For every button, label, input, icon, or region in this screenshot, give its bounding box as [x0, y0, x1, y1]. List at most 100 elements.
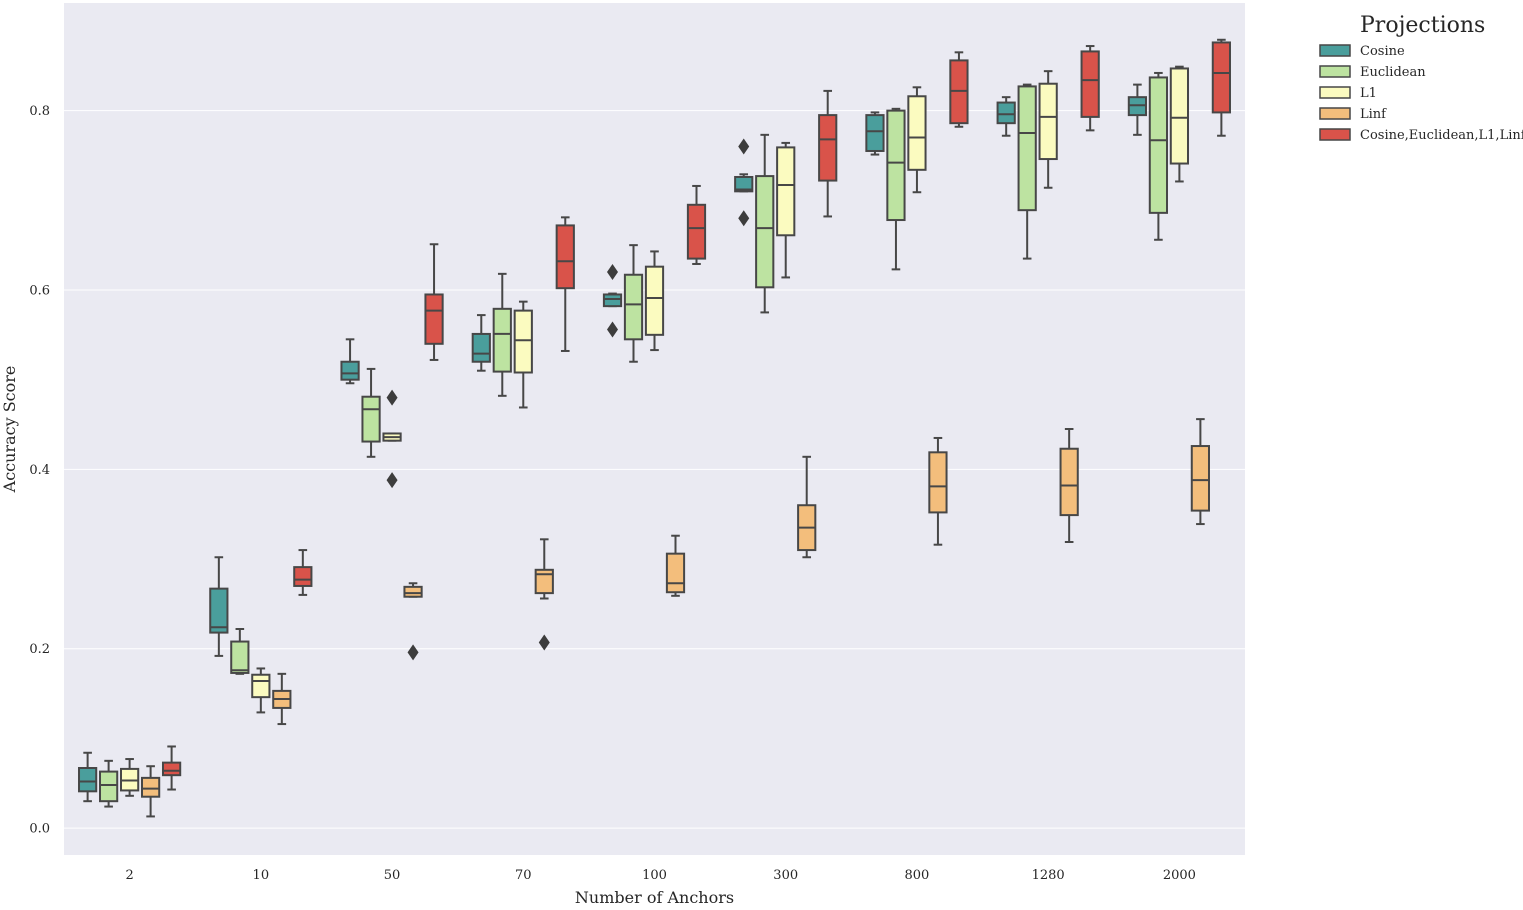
box-l1-50	[382, 389, 402, 489]
legend-label: Euclidean	[1360, 65, 1426, 80]
box-cosine-300	[734, 138, 754, 227]
box-body	[776, 146, 796, 237]
y-axis-ticks: 0.0 0.2 0.4 0.6 0.8	[29, 104, 50, 836]
box-body	[1080, 50, 1100, 118]
box-body	[99, 770, 119, 803]
box-euclidean-10	[230, 627, 250, 675]
box-l1-2	[120, 758, 140, 797]
outlier-point	[738, 210, 750, 227]
box-body	[230, 640, 250, 674]
box-l1-1280	[1038, 70, 1058, 189]
box-l1-10	[251, 667, 271, 714]
box-euclidean-2000	[1148, 71, 1169, 241]
box-linf-50	[403, 582, 423, 661]
box-cosine-euclidean-l1-linf-10	[293, 549, 313, 596]
box-body	[1169, 67, 1189, 165]
box-linf-100	[665, 534, 686, 597]
outlier-point	[386, 472, 398, 489]
y-axis-title: Accuracy Score	[0, 366, 19, 494]
box-euclidean-70	[492, 272, 512, 397]
x-tick-label: 70	[515, 868, 532, 883]
legend-label: Cosine,Euclidean,L1,Linf	[1360, 128, 1523, 143]
y-tick-label: 0.0	[29, 822, 50, 837]
box-cosine-euclidean-l1-linf-100	[686, 184, 707, 265]
box-l1-300	[776, 141, 796, 279]
x-tick-label: 100	[642, 868, 667, 883]
box-body	[865, 114, 885, 152]
box-body	[996, 101, 1016, 125]
x-axis-ticks: 2 10 50 70 100 300 800 1280 2000	[125, 868, 1195, 883]
box-linf-2	[140, 765, 161, 818]
outlier-point	[607, 321, 619, 338]
box-linf-70	[534, 538, 554, 651]
box-body	[140, 776, 161, 798]
box-body	[1211, 41, 1231, 114]
box-cosine-2	[78, 751, 98, 803]
box-l1-800	[907, 86, 927, 194]
box-body	[251, 673, 271, 699]
box-cosine-euclidean-l1-linf-300	[818, 89, 838, 218]
box-body	[818, 114, 838, 182]
box-euclidean-2	[99, 759, 119, 808]
legend-label: L1	[1360, 86, 1377, 101]
box-l1-100	[644, 250, 665, 352]
box-cosine-800	[865, 111, 885, 156]
box-linf-1280	[1059, 428, 1079, 544]
legend-swatch	[1319, 65, 1351, 78]
box-body	[623, 273, 644, 341]
y-tick-label: 0.4	[29, 463, 50, 478]
box-body	[534, 568, 554, 595]
box-euclidean-800	[886, 107, 906, 271]
outlier-point	[607, 264, 619, 281]
box-cosine-10	[209, 556, 229, 657]
box-body	[403, 585, 423, 598]
legend-swatch	[1319, 128, 1351, 141]
box-cosine-1280	[996, 96, 1016, 137]
outlier-point	[407, 644, 419, 661]
box-euclidean-100	[623, 244, 644, 363]
box-body	[293, 566, 313, 587]
outlier-point	[386, 389, 398, 406]
box-euclidean-300	[755, 133, 775, 314]
box-body	[424, 293, 444, 345]
box-body	[209, 587, 229, 634]
box-linf-300	[797, 455, 817, 559]
box-l1-70	[513, 300, 533, 409]
box-cosine-70	[471, 314, 491, 372]
legend-swatch	[1319, 44, 1351, 57]
x-tick-label: 10	[253, 868, 270, 883]
box-cosine-2000	[1127, 83, 1148, 136]
box-body	[340, 360, 360, 381]
legend-label: Linf	[1360, 107, 1387, 122]
box-body	[1038, 82, 1058, 161]
box-euclidean-1280	[1017, 83, 1037, 260]
box-body	[471, 332, 491, 363]
box-linf-2000	[1190, 418, 1210, 526]
box-l1-2000	[1169, 65, 1189, 183]
legend-swatch	[1319, 86, 1351, 99]
legend-items: Cosine Euclidean L1 Linf Cosine,Euclidean,L1…	[1319, 44, 1523, 143]
x-tick-label: 300	[773, 868, 798, 883]
box-body	[161, 761, 182, 777]
box-body	[928, 451, 948, 514]
x-tick-label: 800	[905, 868, 930, 883]
boxes	[78, 38, 1231, 818]
box-cosine-50	[340, 338, 360, 385]
y-tick-label: 0.2	[29, 642, 50, 657]
outlier-point	[738, 138, 750, 155]
legend-title: Projections	[1360, 13, 1485, 38]
box-body	[555, 224, 575, 290]
box-cosine-euclidean-l1-linf-800	[949, 51, 969, 128]
box-body	[755, 175, 775, 289]
legend-swatch	[1319, 107, 1351, 120]
box-body	[492, 307, 512, 373]
box-cosine-euclidean-l1-linf-70	[555, 216, 575, 352]
box-body	[1190, 445, 1210, 512]
box-cosine-euclidean-l1-linf-1280	[1080, 45, 1100, 132]
x-tick-label: 2000	[1163, 868, 1196, 883]
box-euclidean-50	[361, 367, 381, 458]
x-tick-label: 1280	[1032, 868, 1065, 883]
box-cosine-euclidean-l1-linf-2000	[1211, 38, 1231, 137]
box-cosine-100	[602, 264, 623, 338]
